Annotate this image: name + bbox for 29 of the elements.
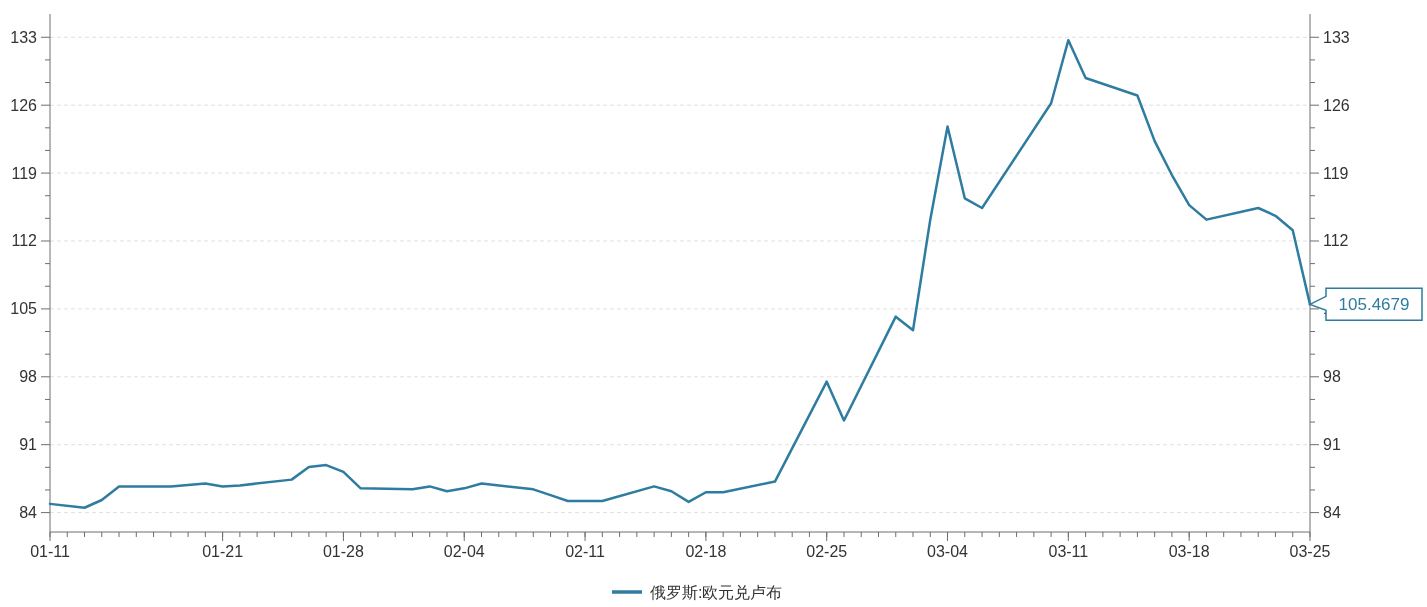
y2-tick-label: 91 [1323,436,1341,454]
y2-tick-label: 126 [1323,96,1350,114]
y-tick-label: 91 [19,436,38,454]
y-tick-label: 84 [19,504,38,522]
legend-label: 俄罗斯:欧元兑卢布 [650,584,783,601]
x-tick-label: 03-11 [1048,543,1089,560]
annotation: 105.4679 [1308,287,1423,322]
y2-tick-label: 133 [1323,28,1350,46]
x-tick-label: 03-25 [1289,543,1331,560]
x-tick-label: 02-04 [443,543,485,560]
y2-tick-label: 119 [1323,164,1349,182]
x-tick-label: 02-18 [685,543,727,560]
y2-tick-label: 84 [1323,504,1341,522]
x-tick-label: 03-18 [1168,543,1210,560]
y-tick-label: 126 [10,96,38,114]
x-tick-label: 03-04 [927,543,969,560]
y-tick-label: 133 [10,28,38,46]
annotation: 105.4679 [1338,295,1410,315]
x-tick-label: 01-11 [30,543,70,560]
y-tick-label: 105 [10,300,38,318]
x-tick-label: 01-28 [322,543,364,560]
x-tick-label: 02-11 [565,543,606,560]
y-tick-label: 112 [11,232,38,250]
y-tick-label: 98 [19,368,38,386]
y2-tick-label: 98 [1323,368,1341,386]
x-tick-label: 02-25 [806,543,848,560]
y2-tick-label: 112 [1323,232,1349,250]
y-tick-label: 119 [11,164,38,182]
x-tick-label: 01-21 [202,543,244,560]
